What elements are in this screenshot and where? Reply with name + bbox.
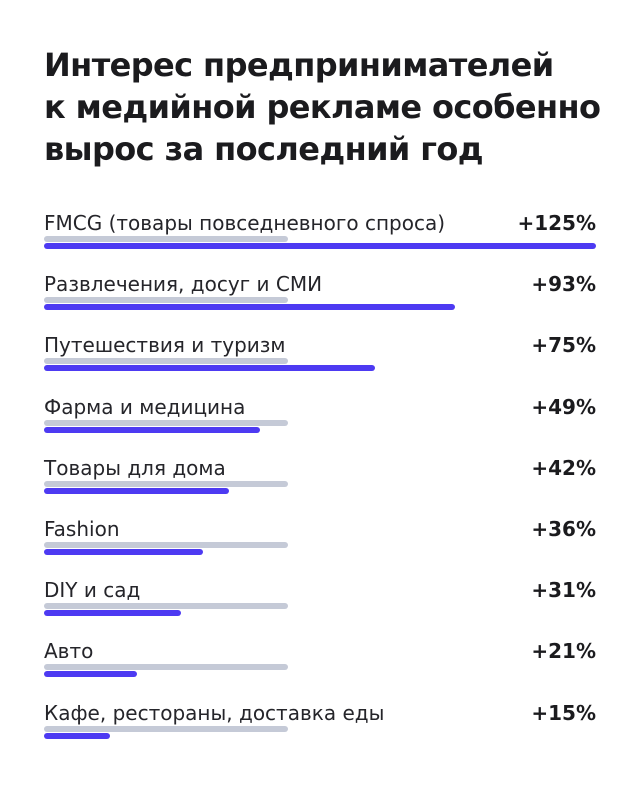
category-row: Путешествия и туризм +75% [44, 332, 596, 376]
value-label: +42% [531, 455, 596, 480]
chart-title: Интерес предпринимателей к медийной рекл… [44, 44, 604, 170]
bar-track [44, 725, 288, 732]
bar-track [44, 419, 288, 426]
category-label: Развлечения, досуг и СМИ [44, 272, 323, 297]
bar [44, 671, 137, 678]
category-row: Фарма и медицина +49% [44, 394, 596, 438]
bar [44, 243, 596, 249]
bar [44, 549, 203, 555]
bar [44, 610, 181, 617]
category-label: Путешествия и туризм [44, 333, 286, 358]
value-label: +125% [517, 211, 596, 235]
title-line-3: вырос за последний год [44, 130, 484, 168]
bar-track [44, 297, 288, 304]
title-line-1: Интерес предпринимателей [44, 46, 554, 84]
value-label: +36% [531, 517, 596, 541]
category-label: Fashion [44, 517, 120, 541]
category-row: Кафе, рестораны, доставка еды +15% [44, 700, 596, 744]
category-row: Развлечения, досуг и СМИ +93% [44, 271, 596, 315]
category-label: Товары для дома [44, 455, 226, 480]
bar-track [44, 358, 288, 365]
category-row: FMCG (товары повседневного спроса) +125% [44, 210, 596, 254]
category-label: Кафе, рестораны, доставка еды [44, 700, 385, 725]
bar-track [44, 603, 288, 610]
bar-track [44, 664, 288, 671]
bar-track [44, 480, 288, 487]
bar-track [44, 236, 288, 242]
category-label: DIY и сад [44, 578, 141, 603]
category-label: FMCG (товары повседневного спроса) [44, 211, 446, 235]
category-label: Авто [44, 639, 94, 664]
bar [44, 732, 110, 739]
bar-track [44, 542, 288, 548]
value-label: +93% [531, 272, 596, 297]
value-label: +31% [531, 578, 596, 603]
bar [44, 365, 375, 372]
bar [44, 426, 260, 433]
category-label: Фарма и медицина [44, 394, 246, 419]
title-line-2: к медийной рекламе особенно [44, 88, 601, 126]
category-row: Авто +21% [44, 638, 596, 682]
value-label: +49% [531, 394, 596, 419]
category-row: DIY и сад +31% [44, 577, 596, 621]
bar [44, 487, 229, 494]
category-row: Fashion +36% [44, 516, 596, 560]
category-row: Товары для дома +42% [44, 455, 596, 499]
value-label: +15% [531, 700, 596, 725]
value-label: +21% [531, 639, 596, 664]
bar [44, 304, 455, 311]
value-label: +75% [531, 333, 596, 358]
